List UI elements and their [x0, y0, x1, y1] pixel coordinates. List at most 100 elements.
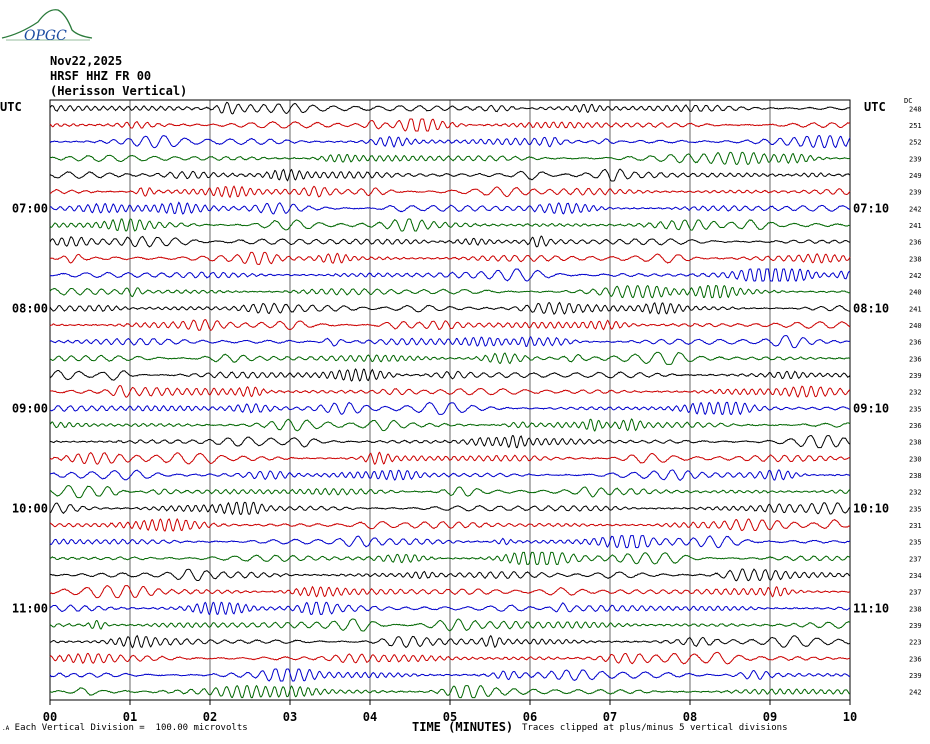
- seismic-trace: [49, 485, 851, 499]
- seismic-trace: [49, 601, 851, 616]
- time-label-right: 08:10: [853, 301, 889, 315]
- dc-offset-label: 252: [909, 139, 922, 147]
- x-tick-label: 07: [603, 710, 617, 724]
- seismic-trace: [49, 585, 851, 599]
- dc-offset-label: 240: [909, 322, 922, 330]
- dc-offset-label: 238: [909, 605, 922, 613]
- seismic-trace: [49, 535, 851, 549]
- seismic-trace: [49, 618, 851, 632]
- seismic-trace: [49, 435, 851, 449]
- dc-offset-label: 238: [909, 439, 922, 447]
- x-tick-label: 00: [43, 710, 57, 724]
- time-label-left: 07:00: [12, 201, 48, 215]
- seismic-trace: [49, 301, 851, 315]
- x-tick-label: 10: [843, 710, 857, 724]
- time-label-right: 09:10: [853, 401, 889, 415]
- x-tick-label: 06: [523, 710, 537, 724]
- time-label-right: 10:10: [853, 501, 889, 515]
- seismic-trace: [49, 235, 851, 248]
- dc-offset-label: 239: [909, 672, 922, 680]
- seismic-trace: [49, 335, 851, 349]
- dc-label: DC: [904, 97, 913, 105]
- seismic-trace: [49, 268, 851, 282]
- dc-offset-label: 236: [909, 655, 922, 663]
- time-label-left: 09:00: [12, 401, 48, 415]
- dc-offset-label: 236: [909, 422, 922, 430]
- dc-offset-label: 242: [909, 272, 922, 280]
- seismic-trace: [49, 517, 851, 532]
- seismic-trace: [49, 668, 851, 682]
- time-label-left: 08:00: [12, 301, 48, 315]
- dc-offset-label: 239: [909, 372, 922, 380]
- x-tick-label: 02: [203, 710, 217, 724]
- seismic-trace: [49, 451, 851, 466]
- dc-offset-label: 232: [909, 389, 922, 397]
- x-tick-label: 08: [683, 710, 697, 724]
- dc-offset-label: 235: [909, 505, 922, 513]
- seismic-trace: [49, 201, 851, 215]
- time-label-right: 07:10: [853, 201, 889, 215]
- seismic-trace: [49, 185, 851, 199]
- dc-offset-label: 239: [909, 155, 922, 163]
- seismic-trace: [49, 368, 851, 382]
- x-tick-label: 01: [123, 710, 137, 724]
- seismic-trace: [49, 318, 851, 331]
- dc-offset-label: 248: [909, 105, 922, 113]
- x-tick-label: 09: [763, 710, 777, 724]
- seismic-trace: [49, 218, 851, 232]
- opgc-logo: OPGC: [1, 9, 93, 44]
- seismic-trace: [49, 385, 851, 398]
- seismic-trace: [49, 118, 851, 132]
- station-description: (Herisson Vertical): [50, 84, 188, 98]
- dc-offset-label: 235: [909, 539, 922, 547]
- dc-offset-label: 251: [909, 122, 922, 130]
- dc-offset-label: 241: [909, 305, 922, 313]
- seismic-trace: [49, 501, 851, 516]
- seismic-trace: [49, 568, 851, 582]
- dc-offset-label: 239: [909, 189, 922, 197]
- dc-offset-label: 236: [909, 239, 922, 247]
- seismic-trace: [49, 351, 851, 365]
- dc-offset-label: 235: [909, 405, 922, 413]
- dc-offset-label: 238: [909, 255, 922, 263]
- x-axis-title: TIME (MINUTES): [412, 720, 514, 734]
- dc-offset-label: 237: [909, 555, 922, 563]
- dc-offset-label: 240: [909, 289, 922, 297]
- utc-left-label: UTC: [0, 100, 22, 114]
- seismic-trace: [49, 551, 851, 565]
- time-label-right: 11:10: [853, 601, 889, 615]
- seismic-trace: [49, 251, 851, 265]
- logo-text: OPGC: [24, 28, 67, 44]
- seismic-trace: [49, 684, 851, 699]
- scale-note: .A Each Vertical Division = 100.00 micro…: [2, 723, 248, 733]
- seismic-trace: [49, 101, 851, 115]
- dc-offset-label: 249: [909, 172, 922, 180]
- seismic-trace: [49, 634, 851, 649]
- dc-offset-label: 242: [909, 205, 922, 213]
- x-tick-label: 03: [283, 710, 297, 724]
- seismic-trace: [49, 418, 851, 432]
- dc-offset-label: 231: [909, 522, 922, 530]
- dc-offset-label: 241: [909, 222, 922, 230]
- time-label-left: 11:00: [12, 601, 48, 615]
- seismic-trace: [49, 401, 851, 416]
- clip-note: Traces clipped at plus/minus 5 vertical …: [522, 723, 788, 733]
- seismic-trace: [49, 469, 851, 481]
- x-tick-label: 04: [363, 710, 377, 724]
- seismic-trace: [49, 135, 851, 149]
- dc-offset-label: 242: [909, 689, 922, 697]
- dc-offset-label: 234: [909, 572, 922, 580]
- dc-offset-label: 236: [909, 355, 922, 363]
- utc-right-label: UTC: [864, 100, 886, 114]
- dc-offset-label: 239: [909, 622, 922, 630]
- seismic-trace: [49, 151, 851, 165]
- seismic-trace: [49, 651, 851, 665]
- chart-date: Nov22,2025: [50, 54, 123, 68]
- dc-offset-label: 236: [909, 339, 922, 347]
- seismic-trace: [49, 168, 851, 182]
- station-code: HRSF HHZ FR 00: [50, 69, 152, 83]
- seismic-trace: [49, 284, 851, 299]
- x-tick-label: 05: [443, 710, 457, 724]
- dc-offset-label: 232: [909, 489, 922, 497]
